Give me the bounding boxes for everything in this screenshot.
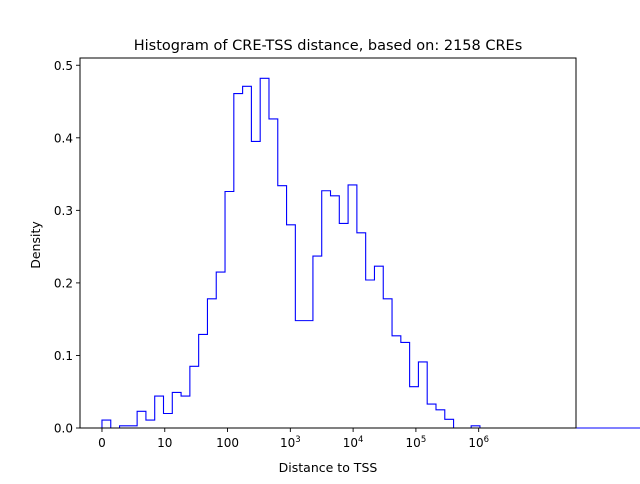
y-tick-label: 0.1 <box>54 349 73 363</box>
y-axis-ticks: 0.0 0.1 0.2 0.3 0.4 0.5 <box>54 59 80 436</box>
x-tick-label: 10 <box>157 436 172 450</box>
y-tick-label: 0.2 <box>54 276 73 290</box>
y-axis-label: Density <box>28 221 43 269</box>
x-tick-label: 106 <box>468 435 489 450</box>
y-tick-label: 0.5 <box>54 59 73 73</box>
y-tick-label: 0.4 <box>54 131 73 145</box>
x-tick-label: 103 <box>280 435 301 450</box>
x-tick-label: 104 <box>343 435 364 450</box>
x-axis-ticks: 0 10 100 103 104 105 106 <box>98 428 489 450</box>
histogram-step-line <box>101 77 640 429</box>
plot-frame <box>79 57 577 429</box>
x-tick-label: 0 <box>98 436 106 450</box>
y-tick-label: 0.0 <box>54 422 73 436</box>
x-axis-label: Distance to TSS <box>279 460 378 475</box>
y-tick-label: 0.3 <box>54 204 73 218</box>
x-tick-label: 100 <box>216 436 239 450</box>
x-tick-label: 105 <box>406 435 427 450</box>
chart-title: Histogram of CRE-TSS distance, based on:… <box>134 38 523 54</box>
